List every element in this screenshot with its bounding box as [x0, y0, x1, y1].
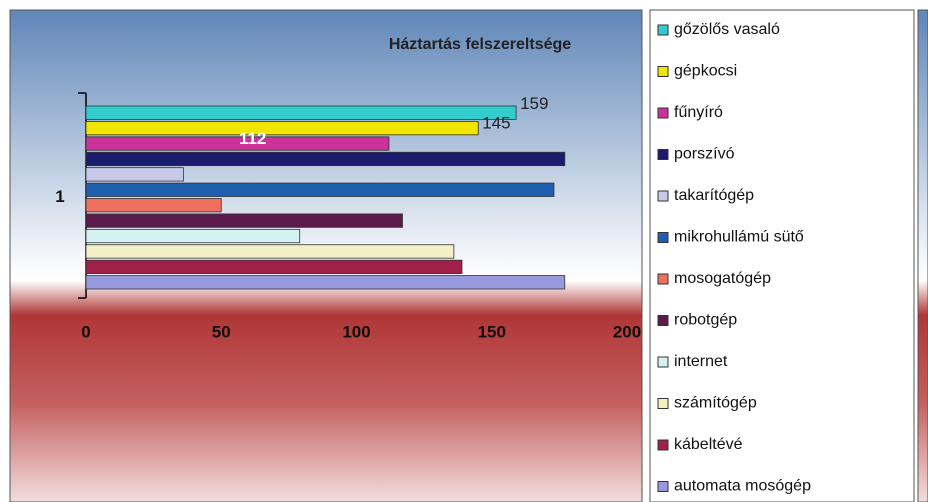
legend-swatch	[657, 190, 669, 202]
legend-label: mikrohullámú sütő	[674, 229, 804, 246]
bar	[85, 151, 566, 167]
data-label: 159	[520, 94, 548, 113]
bar	[85, 167, 184, 182]
bar	[85, 244, 455, 259]
legend-label: internet	[674, 353, 728, 370]
legend-label: automata mosógép	[674, 478, 811, 495]
bar	[85, 121, 479, 136]
legend-label: kábeltévé	[674, 436, 743, 453]
bar	[85, 136, 390, 151]
bar	[85, 105, 517, 120]
legend-label: robotgép	[674, 312, 737, 329]
legend-label: mosogatógép	[674, 270, 771, 287]
legend-label: számítógép	[674, 395, 757, 412]
bar	[85, 198, 222, 213]
legend-swatch	[657, 273, 669, 285]
data-label: 112	[239, 129, 266, 148]
x-tick-label: 100	[342, 322, 370, 341]
legend-swatch	[657, 24, 669, 36]
legend-swatch	[657, 232, 669, 243]
chart-title: Háztartás felszereltsége	[389, 36, 571, 53]
legend-swatch	[657, 356, 669, 368]
bar	[85, 228, 301, 244]
data-label: 145	[482, 114, 510, 133]
legend-label: gőzölős vasaló	[674, 21, 780, 38]
legend-swatch	[657, 107, 669, 119]
bar	[85, 259, 463, 274]
bar	[85, 182, 555, 197]
legend-swatch	[657, 149, 669, 160]
legend-label: fűnyíró	[674, 104, 723, 121]
legend-swatch	[657, 481, 669, 492]
legend-swatch	[657, 398, 669, 409]
legend-label: gépkocsi	[674, 63, 737, 80]
bar	[85, 213, 403, 228]
y-tick-label: 1	[55, 187, 64, 206]
legend-swatch	[657, 315, 669, 326]
x-tick-label: 200	[613, 322, 641, 341]
x-tick-label: 50	[212, 322, 231, 341]
x-tick-label: 150	[478, 322, 506, 341]
x-tick-label: 0	[81, 322, 90, 341]
legend-label: takarítógép	[674, 187, 754, 204]
legend-label: porszívó	[674, 146, 735, 163]
legend-box	[649, 9, 915, 502]
next-chart	[917, 9, 928, 502]
legend-swatch	[657, 66, 669, 77]
bar	[85, 275, 566, 290]
legend-swatch	[657, 439, 669, 451]
